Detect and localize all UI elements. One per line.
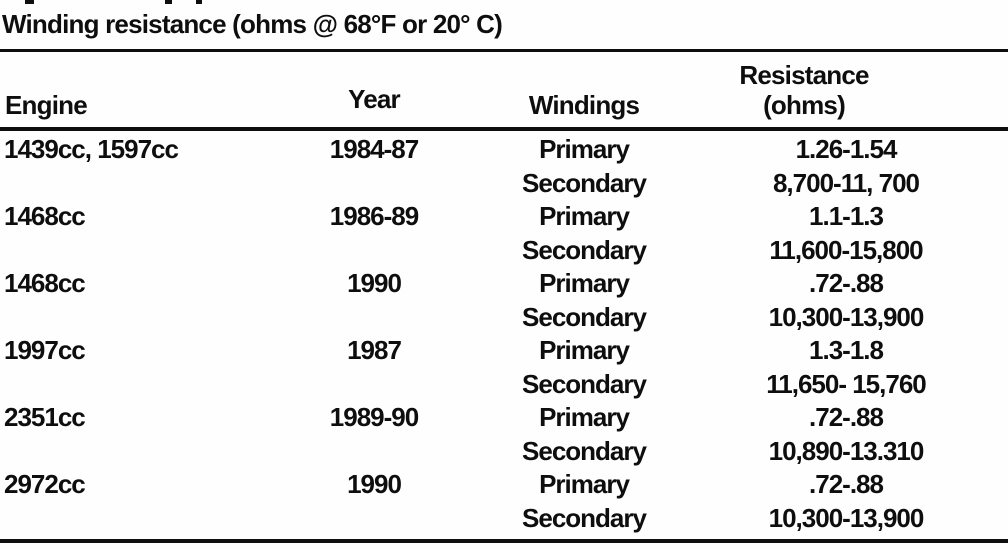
windings-cell: Secondary xyxy=(522,503,647,534)
divider-bottom xyxy=(0,539,1008,543)
resistance-cell: 10,300-13,900 xyxy=(768,503,925,534)
resistance-cell: 1.3-1.8 xyxy=(809,335,884,366)
table-row: Secondary 11,600-15,800 xyxy=(0,234,1008,268)
resistance-cell: 11,650- 15,760 xyxy=(766,368,927,399)
table-header-row: Engine Year Windings Resistance (ohms) xyxy=(0,56,1008,122)
year-cell: 1986-89 xyxy=(329,201,419,232)
year-cell: 1987 xyxy=(347,335,402,366)
resistance-cell: 10,300-13,900 xyxy=(768,301,925,332)
table-row: Secondary 8,700-11, 700 xyxy=(0,167,1008,201)
resistance-cell: 8,700-11, 700 xyxy=(772,167,920,198)
scan-artifact xyxy=(25,0,34,4)
column-header-engine: Engine xyxy=(5,90,88,120)
windings-cell: Secondary xyxy=(522,167,647,198)
engine-cell: 2972cc xyxy=(4,469,86,500)
windings-cell: Primary xyxy=(539,335,630,366)
resistance-cell: .72-.88 xyxy=(809,469,884,500)
engine-cell: 1468cc xyxy=(4,268,86,299)
year-cell: 1984-87 xyxy=(329,134,419,164)
engine-cell xyxy=(0,301,264,335)
year-cell xyxy=(264,301,484,335)
table-row: 1468cc 1986-89 Primary 1.1-1.3 xyxy=(0,200,1008,234)
year-cell: 1990 xyxy=(347,469,402,500)
table-row: Secondary 10,300-13,900 xyxy=(0,301,1008,335)
windings-cell: Primary xyxy=(539,201,630,232)
windings-cell: Primary xyxy=(539,134,630,164)
engine-cell xyxy=(0,435,264,469)
table-row: Secondary 10,300-13,900 xyxy=(0,502,1008,536)
resistance-cell: .72-.88 xyxy=(809,268,884,299)
table-row: 1439cc, 1597cc 1984-87 Primary 1.26-1.54 xyxy=(0,133,1008,167)
engine-cell xyxy=(0,234,264,268)
year-cell: 1989-90 xyxy=(329,402,419,433)
year-cell xyxy=(264,502,484,536)
year-cell xyxy=(264,435,484,469)
year-cell xyxy=(264,234,484,268)
engine-cell xyxy=(0,368,264,402)
table-row: Secondary 11,650- 15,760 xyxy=(0,368,1008,402)
scan-artifact xyxy=(196,0,202,4)
column-header-windings: Windings xyxy=(528,90,640,120)
resistance-cell: 1.26-1.54 xyxy=(795,134,898,164)
resistance-cell: 11,600-15,800 xyxy=(769,234,923,265)
column-header-resistance: Resistance (ohms) xyxy=(642,60,966,122)
table-row: 2351cc 1989-90 Primary .72-.88 xyxy=(0,401,1008,435)
engine-cell xyxy=(0,502,264,536)
table-row: Secondary 10,890-13.310 xyxy=(0,435,1008,469)
windings-cell: Secondary xyxy=(522,368,647,399)
table-row: 1468cc 1990 Primary .72-.88 xyxy=(0,267,1008,301)
windings-cell: Secondary xyxy=(522,234,647,265)
year-cell: 1990 xyxy=(347,268,402,299)
engine-cell: 1997cc xyxy=(4,335,86,366)
windings-cell: Primary xyxy=(539,268,630,299)
table-title: Winding resistance (ohms @ 68°F or 20° C… xyxy=(2,9,503,39)
windings-cell: Primary xyxy=(539,469,630,500)
resistance-cell: 1.1-1.3 xyxy=(809,201,884,232)
engine-cell xyxy=(0,167,264,201)
table-body: 1439cc, 1597cc 1984-87 Primary 1.26-1.54… xyxy=(0,133,1008,536)
engine-cell: 2351cc xyxy=(4,402,86,433)
engine-cell: 1468cc xyxy=(4,201,86,232)
resistance-cell: .72-.88 xyxy=(809,402,884,433)
column-header-resistance-line1: Resistance xyxy=(739,60,869,90)
engine-cell: 1439cc, 1597cc xyxy=(4,134,179,164)
year-cell xyxy=(264,368,484,402)
table-row: 1997cc 1987 Primary 1.3-1.8 xyxy=(0,334,1008,368)
year-cell xyxy=(264,167,484,201)
divider-header xyxy=(0,127,1008,131)
scan-artifact xyxy=(165,0,172,4)
windings-cell: Secondary xyxy=(522,301,647,332)
windings-cell: Primary xyxy=(539,402,630,433)
windings-cell: Secondary xyxy=(522,435,647,466)
divider-top xyxy=(0,49,1008,52)
table-row: 2972cc 1990 Primary .72-.88 xyxy=(0,468,1008,502)
column-header-resistance-line2: (ohms) xyxy=(763,90,846,120)
column-header-year: Year xyxy=(348,84,401,114)
resistance-cell: 10,890-13.310 xyxy=(768,435,925,466)
